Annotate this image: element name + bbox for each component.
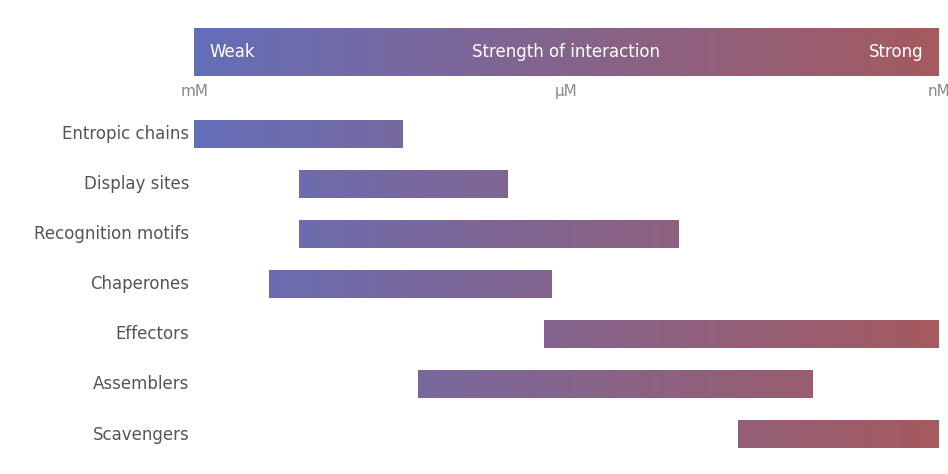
Text: Strength of interaction: Strength of interaction [472,43,661,61]
Text: μM: μM [556,83,577,99]
Text: Assemblers: Assemblers [93,375,190,393]
Text: Chaperones: Chaperones [91,275,190,293]
Text: Entropic chains: Entropic chains [63,125,190,143]
Text: nM: nM [927,83,948,99]
Text: Recognition motifs: Recognition motifs [34,225,190,243]
Text: Weak: Weak [210,43,255,61]
Text: Strong: Strong [869,43,923,61]
Text: mM: mM [180,83,209,99]
Text: Effectors: Effectors [116,326,190,344]
Text: Display sites: Display sites [84,175,190,193]
Text: Scavengers: Scavengers [93,426,190,444]
